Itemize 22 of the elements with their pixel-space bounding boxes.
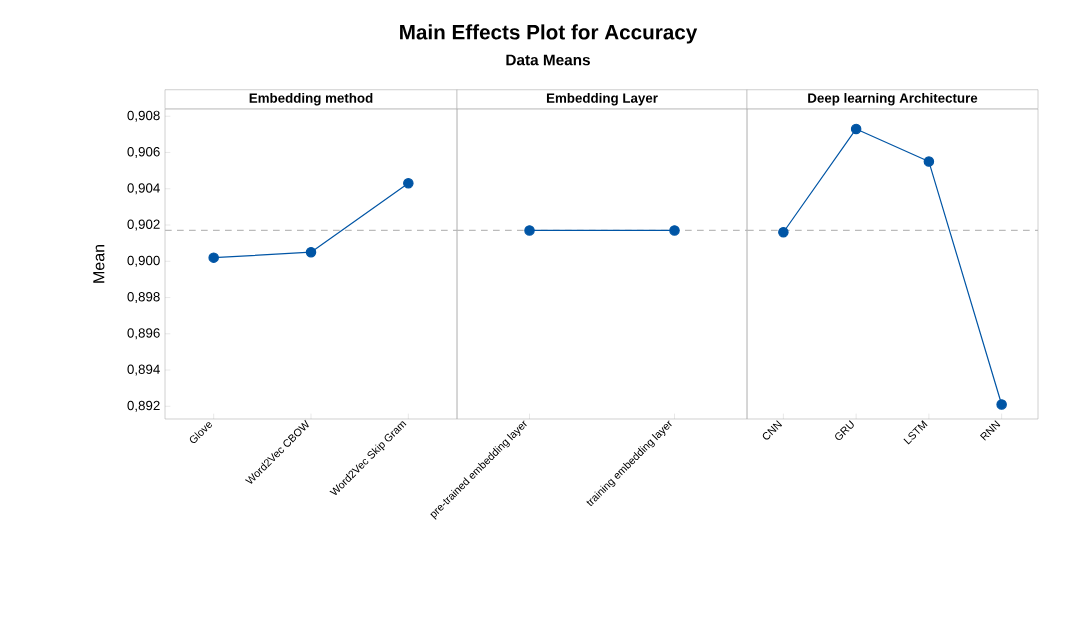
chart-title: Deep learning Architecture — [808, 92, 978, 106]
chart-title: Embedding method — [249, 92, 373, 106]
y-tick-label: 0,898 — [127, 292, 160, 304]
point — [778, 227, 789, 238]
y-tick-label: 0,892 — [127, 400, 160, 412]
point — [850, 123, 862, 135]
text: Data Means — [506, 54, 590, 66]
point — [305, 246, 317, 258]
y-tick-label: 0,906 — [127, 147, 160, 159]
y-tick-label: 0,900 — [127, 255, 160, 267]
y-tick-label: 0,896 — [127, 328, 160, 340]
y-tick-label: 0,894 — [127, 364, 160, 376]
point — [208, 252, 219, 263]
text: Main Effects Plot for Accuracy — [400, 24, 698, 44]
point — [403, 178, 414, 189]
chart-title: Embedding Layer — [546, 92, 658, 106]
y-tick-label: 0,902 — [127, 219, 160, 231]
y-tick-label: 0,908 — [127, 110, 160, 122]
point — [996, 399, 1007, 410]
y-tick-label: 0,904 — [127, 183, 160, 195]
y-axis-title: Mean — [93, 245, 105, 283]
point — [923, 156, 935, 167]
